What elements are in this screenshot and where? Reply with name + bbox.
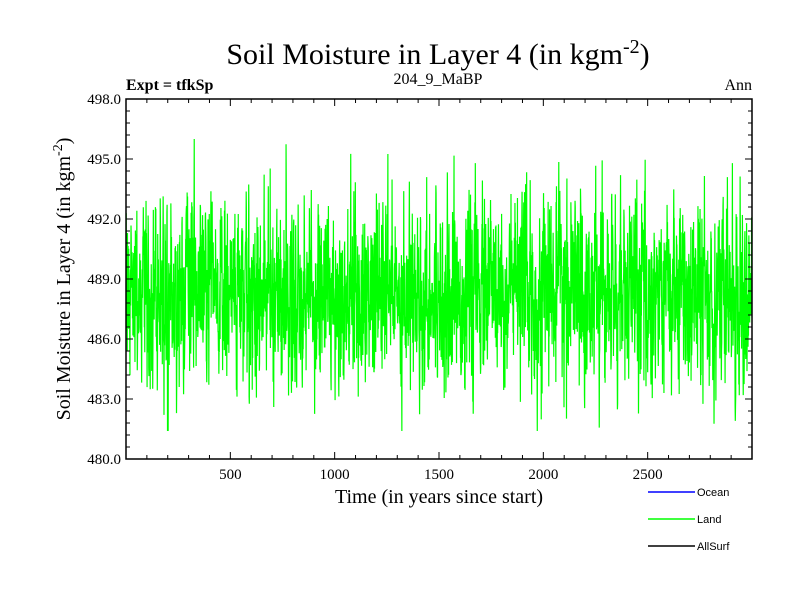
x-tick-label: 2000 xyxy=(528,467,558,483)
x-tick-label: 1500 xyxy=(424,467,454,483)
chart-title-superscript: -2 xyxy=(623,36,640,58)
legend-label-allsurf: AllSurf xyxy=(697,541,730,553)
chart-title: Soil Moisture in Layer 4 (in kgm-2) xyxy=(226,36,649,71)
x-tick-label: 1000 xyxy=(320,467,350,483)
legend-item-ocean: Ocean xyxy=(648,487,729,499)
y-axis-title: Soil Moisture in Layer 4 (in kgm-2) xyxy=(51,138,75,421)
x-axis: 500 1000 1500 2000 2500 xyxy=(146,99,732,483)
y-tick-label: 495.0 xyxy=(87,152,121,168)
plot-area xyxy=(125,98,753,460)
legend-item-land: Land xyxy=(648,514,721,526)
x-tick-label: 500 xyxy=(219,467,242,483)
y-axis: 480.0 483.0 486.0 489.0 492.0 495.0 498.0 xyxy=(87,92,752,468)
y-tick-label: 486.0 xyxy=(87,332,121,348)
x-tick-label: 2500 xyxy=(633,467,663,483)
legend-label-ocean: Ocean xyxy=(697,487,729,499)
legend-label-land: Land xyxy=(697,514,721,526)
x-axis-title: Time (in years since start) xyxy=(335,486,543,508)
y-tick-label: 480.0 xyxy=(87,452,121,468)
season-label: Ann xyxy=(724,77,752,94)
series-line-land xyxy=(126,138,752,432)
legend-item-allsurf: AllSurf xyxy=(648,541,730,553)
period-label: 204_9_MaBP xyxy=(394,71,483,88)
y-tick-label: 483.0 xyxy=(87,392,121,408)
y-tick-label: 489.0 xyxy=(87,272,121,288)
experiment-label: Expt = tfkSp xyxy=(126,77,213,94)
y-tick-label: 492.0 xyxy=(87,212,121,228)
legend: Ocean Land AllSurf xyxy=(648,487,730,553)
y-tick-label: 498.0 xyxy=(87,92,121,108)
y-axis-title-superscript: -2 xyxy=(51,144,66,156)
